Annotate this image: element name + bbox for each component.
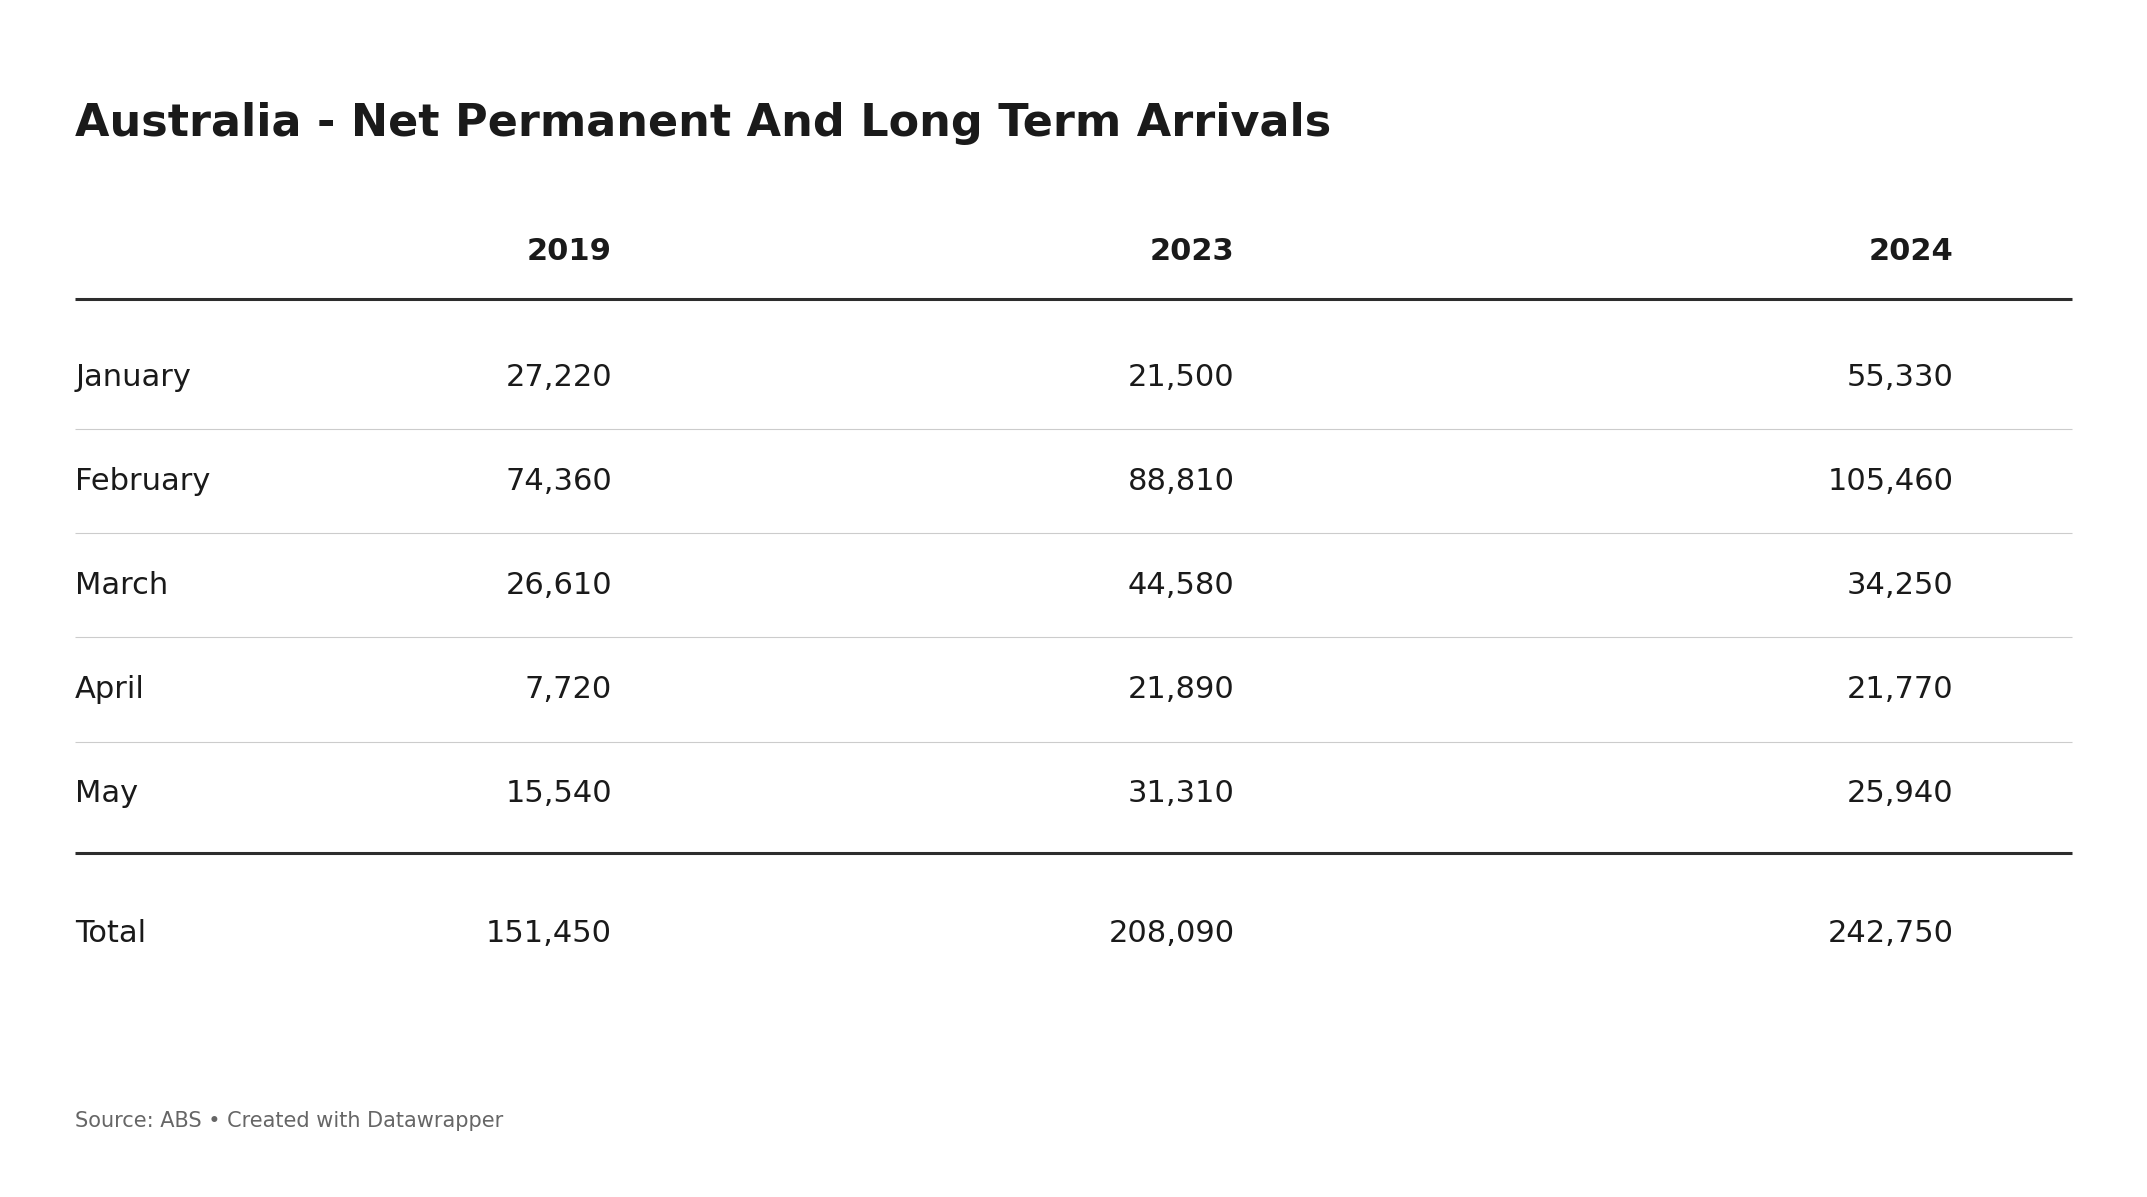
Text: Source: ABS • Created with Datawrapper: Source: ABS • Created with Datawrapper — [75, 1111, 502, 1131]
Text: February: February — [75, 467, 210, 496]
Text: January: January — [75, 363, 191, 391]
Text: April: April — [75, 675, 146, 704]
Text: 208,090: 208,090 — [1108, 919, 1235, 948]
Text: March: March — [75, 571, 167, 600]
Text: 2019: 2019 — [526, 237, 612, 266]
Text: 15,540: 15,540 — [505, 779, 612, 808]
Text: Australia - Net Permanent And Long Term Arrivals: Australia - Net Permanent And Long Term … — [75, 102, 1331, 145]
Text: 21,500: 21,500 — [1127, 363, 1235, 391]
Text: 34,250: 34,250 — [1846, 571, 1954, 600]
Text: May: May — [75, 779, 137, 808]
Text: 2023: 2023 — [1151, 237, 1235, 266]
Text: 2024: 2024 — [1870, 237, 1954, 266]
Text: 25,940: 25,940 — [1846, 779, 1954, 808]
Text: 31,310: 31,310 — [1127, 779, 1235, 808]
Text: 21,770: 21,770 — [1846, 675, 1954, 704]
Text: 88,810: 88,810 — [1127, 467, 1235, 496]
Text: 151,450: 151,450 — [485, 919, 612, 948]
Text: 21,890: 21,890 — [1127, 675, 1235, 704]
Text: 27,220: 27,220 — [505, 363, 612, 391]
Text: 105,460: 105,460 — [1827, 467, 1954, 496]
Text: 55,330: 55,330 — [1846, 363, 1954, 391]
Text: 74,360: 74,360 — [505, 467, 612, 496]
Text: 7,720: 7,720 — [524, 675, 612, 704]
Text: 44,580: 44,580 — [1127, 571, 1235, 600]
Text: Total: Total — [75, 919, 146, 948]
Text: 26,610: 26,610 — [505, 571, 612, 600]
Text: 242,750: 242,750 — [1827, 919, 1954, 948]
